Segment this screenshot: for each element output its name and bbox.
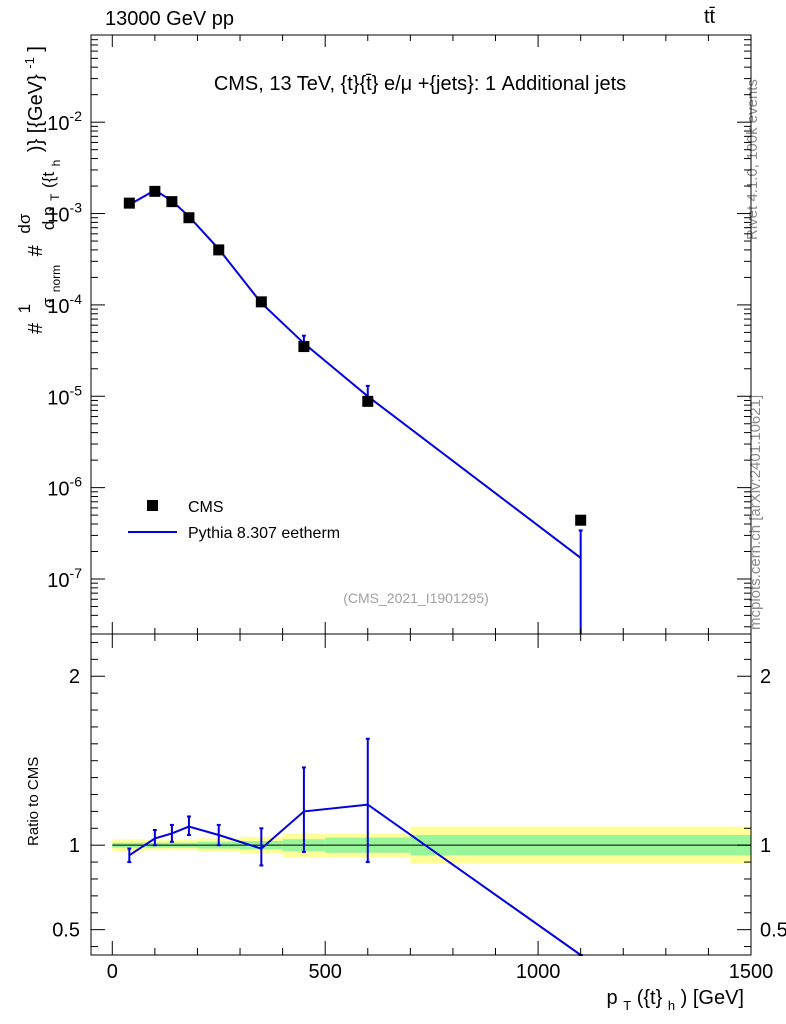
legend-data-label: CMS (188, 499, 224, 516)
tick-base: 10 (47, 113, 69, 135)
legend-mc-label: Pythia 8.307 eetherm (188, 525, 340, 542)
tick-base: 10 (47, 205, 69, 227)
tick-exponent: -6 (70, 474, 83, 490)
header-right-label: tt̄ (704, 6, 716, 28)
x-tick-label: 1000 (516, 961, 561, 983)
legend-data-marker (147, 500, 158, 511)
main-panel: 10-210-310-410-510-610-7 CMS, 13 TeV, {t… (13, 34, 752, 635)
cms-data-point (149, 185, 161, 197)
ylabel-prefix: # (25, 322, 47, 334)
ratio-y-tick-label: 2 (69, 666, 80, 688)
tick-exponent: -3 (70, 200, 83, 216)
main-y-tick-label: 10-7 (47, 565, 82, 592)
x-axis-label: p T ({t} h ) [GeV] (607, 987, 745, 1015)
tick-exponent: -2 (70, 108, 83, 124)
tick-exponent: -7 (70, 565, 83, 581)
main-y-tick-label: 10-6 (47, 474, 82, 501)
ratio-y-tick-label-right: 1 (760, 835, 771, 857)
ylabel-frac2-den-rest-sub: h (49, 160, 63, 167)
cms-data-point (213, 244, 225, 256)
cms-data-point (575, 514, 587, 526)
main-y-tick-label: 10-5 (47, 382, 82, 409)
ylabel-frac2-den-sub: T (48, 193, 62, 201)
ratio-y-tick-label: 1 (69, 835, 80, 857)
ratio-y-tick-label: 0.5 (52, 920, 80, 942)
ylabel-suffix-end: ] (25, 46, 47, 52)
ratio-plot-frame (90, 633, 752, 956)
ratio-panel: 2 2 1 1 0.5 0.5 0 500 1000 1500 Ratio to CMS p T … (25, 633, 786, 1015)
cms-data-point (362, 395, 374, 407)
xlabel-pre: p (607, 987, 618, 1009)
ratio-y-tick-label-right: 0.5 (760, 920, 786, 942)
tick-base: 10 (47, 387, 69, 409)
ratio-y-axis-label: Ratio to CMS (25, 757, 42, 846)
header-left-label: 13000 GeV pp (105, 8, 234, 30)
tick-exponent: -4 (70, 291, 83, 307)
main-y-axis-label: # 1 σ norm # dσ d p T ({t h )} [{GeV} -1… (13, 46, 65, 334)
x-tick-label: 500 (309, 961, 342, 983)
ylabel-frac2-den-rest: ({t (39, 172, 58, 188)
ylabel-suffix-sup: -1 (22, 57, 37, 69)
tick-base: 10 (47, 296, 69, 318)
cms-data-point (255, 296, 267, 308)
analysis-watermark: (CMS_2021_I1901295) (343, 590, 489, 606)
cms-data-point (166, 196, 178, 208)
main-y-tick-label: 10-4 (47, 291, 82, 318)
main-y-tick-label: 10-2 (47, 108, 82, 135)
main-plot-frame (90, 34, 752, 635)
xlabel-sub1: T (623, 998, 631, 1013)
legend: CMS Pythia 8.307 eetherm (128, 499, 340, 542)
xlabel-post: ) [GeV] (681, 987, 744, 1009)
ratio-y-tick-label-right: 2 (760, 666, 771, 688)
main-y-tick-label: 10-3 (47, 200, 82, 227)
xlabel-mid: ({t} (637, 987, 663, 1009)
cms-data-point (183, 212, 195, 224)
tick-exponent: -5 (70, 382, 83, 398)
ylabel-mid: # (25, 244, 47, 256)
ylabel-suffix: )} [{GeV} (25, 74, 47, 152)
x-tick-label: 0 (107, 961, 118, 983)
cms-data-point (123, 197, 135, 209)
xlabel-sub2: h (668, 998, 675, 1013)
ylabel-frac2-denominator: d p (39, 206, 58, 230)
ylabel-frac2-numerator: dσ (15, 213, 34, 233)
ylabel-frac1-den-sub: norm (49, 265, 63, 292)
tick-base: 10 (47, 479, 69, 501)
x-tick-label: 1500 (729, 961, 774, 983)
ylabel-frac1-numerator: 1 (15, 304, 34, 313)
tick-base: 10 (47, 570, 69, 592)
ylabel-frac1-denominator: σ (39, 297, 58, 308)
cms-data-point (298, 341, 310, 353)
main-plot-title: CMS, 13 TeV, {t}{t̄} e/μ +{jets}: 1 Addi… (214, 73, 626, 95)
